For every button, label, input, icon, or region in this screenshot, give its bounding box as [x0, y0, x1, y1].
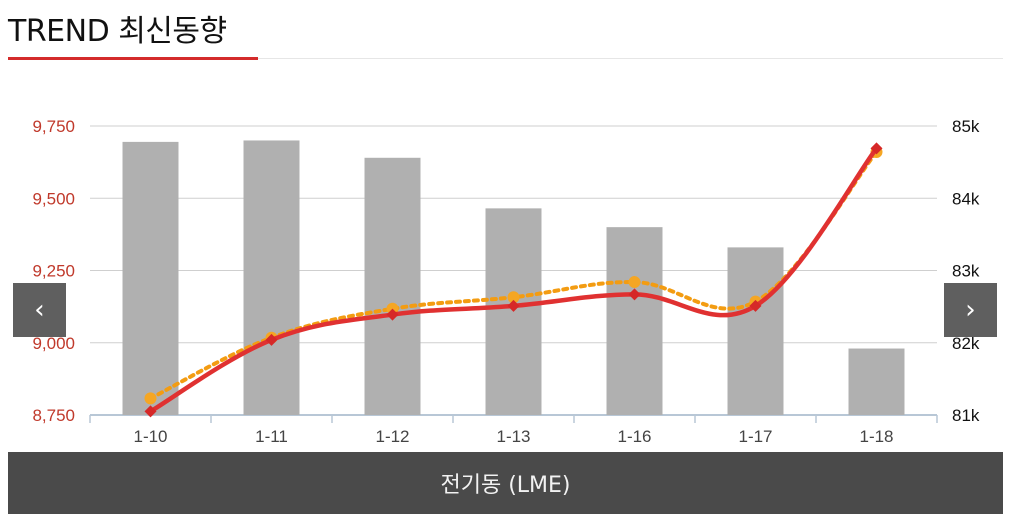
left-tick-label: 9,750: [32, 117, 75, 136]
x-tick-label: 1-16: [617, 427, 651, 446]
chevron-right-icon: ›: [965, 295, 976, 325]
dotted-point: [628, 276, 641, 289]
header-divider: [258, 58, 1003, 59]
left-tick-label: 9,500: [32, 189, 75, 208]
line-point: [265, 333, 278, 346]
bar: [122, 141, 179, 415]
line-point: [628, 288, 641, 301]
left-tick-label: 9,000: [32, 334, 75, 353]
line-point: [144, 405, 157, 418]
line-point: [870, 142, 883, 155]
title-underline: [8, 57, 258, 60]
right-tick-label: 83k: [952, 262, 980, 281]
next-button[interactable]: ›: [944, 283, 997, 337]
chevron-left-icon: ‹: [34, 295, 45, 325]
bar: [243, 140, 300, 415]
page-title: TREND 최신동향: [8, 14, 227, 49]
left-tick-label: 9,250: [32, 262, 75, 281]
x-tick-label: 1-10: [133, 427, 167, 446]
chart-caption: 전기동 (LME): [8, 452, 1003, 514]
bar: [727, 247, 784, 415]
dotted-point: [507, 291, 520, 304]
line-point: [386, 308, 399, 321]
line-point: [507, 299, 520, 312]
x-tick-label: 1-17: [738, 427, 772, 446]
right-tick-label: 81k: [952, 406, 980, 425]
prev-button[interactable]: ‹: [13, 283, 66, 337]
caption-label: 전기동 (LME): [440, 473, 571, 498]
bar: [606, 227, 663, 415]
right-tick-label: 82k: [952, 334, 980, 353]
dotted-point: [144, 392, 157, 405]
bar: [848, 348, 905, 415]
right-tick-label: 85k: [952, 117, 980, 136]
x-tick-label: 1-13: [496, 427, 530, 446]
x-tick-label: 1-12: [375, 427, 409, 446]
line-point: [749, 299, 762, 312]
x-tick-label: 1-11: [255, 427, 288, 446]
bar: [364, 157, 421, 416]
right-tick-label: 84k: [952, 189, 980, 208]
left-tick-label: 8,750: [32, 406, 75, 425]
x-tick-label: 1-18: [859, 427, 893, 446]
